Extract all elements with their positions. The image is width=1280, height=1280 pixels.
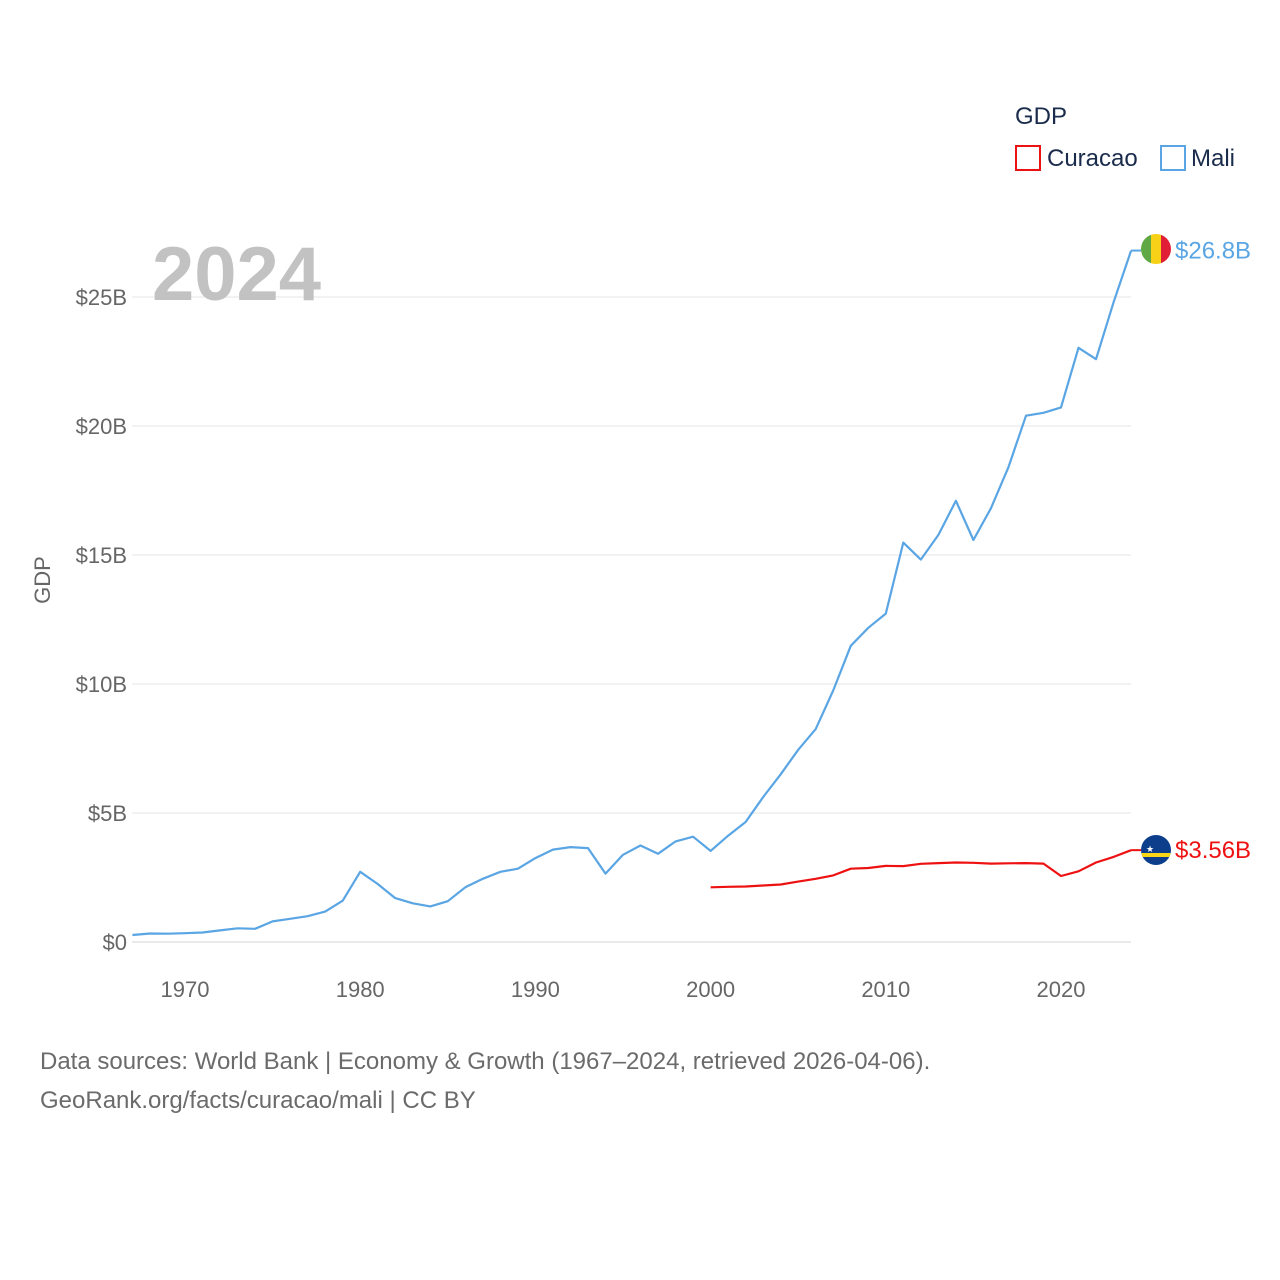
legend-title: GDP: [1015, 103, 1067, 130]
x-tick-label: 2010: [861, 977, 910, 1002]
y-tick-label: $5B: [88, 801, 127, 826]
data-source-text: Data sources: World Bank | Economy & Gro…: [40, 1048, 931, 1075]
curacao-flag-icon: ★: [1141, 835, 1171, 865]
legend-label-curacao: Curacao: [1047, 145, 1138, 172]
end-value-label-curacao: $3.56B: [1175, 837, 1251, 864]
x-tick-label: 2000: [686, 977, 735, 1002]
legend[interactable]: GDP Curacao Mali: [1015, 103, 1235, 172]
y-axis-ticks: $0 $5B $10B $15B $20B $25B: [76, 285, 127, 955]
end-labels: $26.8B $3.56B: [1175, 238, 1251, 865]
y-tick-label: $15B: [76, 543, 127, 568]
x-tick-label: 1980: [336, 977, 385, 1002]
y-axis-title: GDP: [30, 556, 55, 604]
y-tick-label: $10B: [76, 672, 127, 697]
gdp-line-chart: $0 $5B $10B $15B $20B $25B 1970 1980 1990 2000 20…: [30, 103, 1251, 1002]
legend-label-mali: Mali: [1191, 145, 1235, 172]
legend-item-mali[interactable]: Mali: [1160, 145, 1235, 172]
attribution-link[interactable]: GeoRank.org/facts/curacao/mali | CC BY: [40, 1087, 476, 1114]
series-line-mali: [132, 250, 1133, 937]
svg-text:★: ★: [1146, 845, 1154, 855]
mali-flag-icon: [1141, 234, 1171, 264]
series-lines: [132, 249, 1141, 937]
x-tick-label: 1970: [161, 977, 210, 1002]
series-line-curacao: [710, 849, 1132, 889]
x-axis-ticks: 1970 1980 1990 2000 2010 2020: [161, 977, 1086, 1002]
y-tick-label: $20B: [76, 414, 127, 439]
legend-swatch-curacao: [1015, 145, 1041, 171]
end-value-label-mali: $26.8B: [1175, 238, 1251, 265]
legend-swatch-mali: [1160, 145, 1186, 171]
x-tick-label: 1990: [511, 977, 560, 1002]
grid-lines: [132, 296, 1131, 943]
x-tick-label: 2020: [1037, 977, 1086, 1002]
year-label: 2024: [152, 232, 321, 317]
legend-item-curacao[interactable]: Curacao: [1015, 145, 1138, 172]
footer: Data sources: World Bank | Economy & Gro…: [40, 1042, 930, 1120]
y-tick-label: $0: [103, 930, 127, 955]
y-tick-label: $25B: [76, 285, 127, 310]
